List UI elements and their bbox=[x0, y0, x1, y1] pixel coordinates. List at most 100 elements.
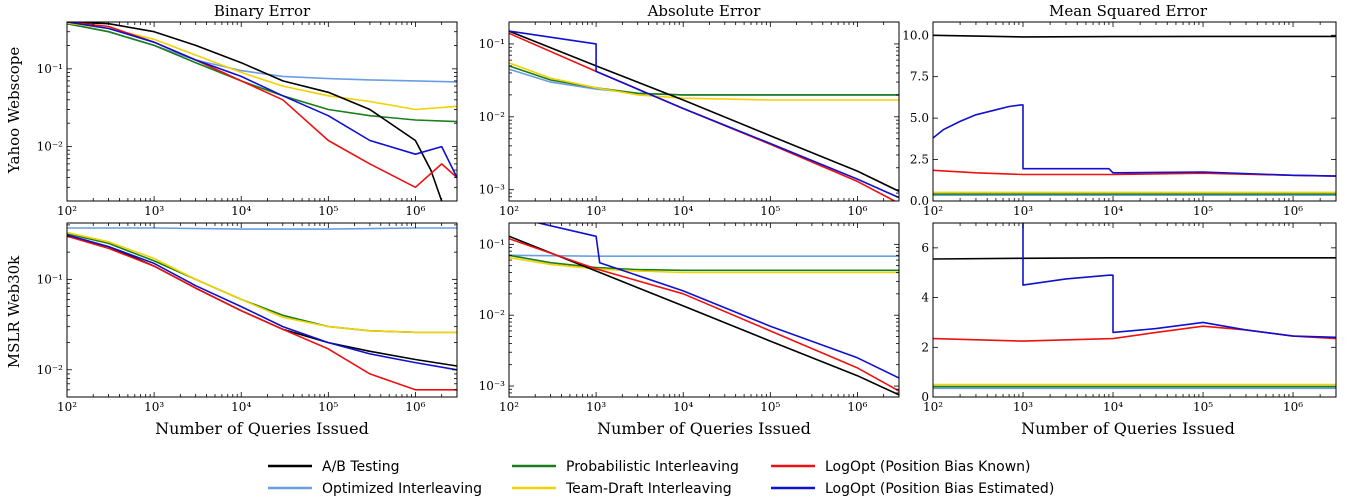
column-title-binary-error: Binary Error bbox=[214, 2, 311, 20]
x-tick-label: 10⁵ bbox=[318, 204, 338, 218]
series-line-ab bbox=[67, 22, 443, 201]
series-line-probabilistic bbox=[509, 65, 899, 96]
y-tick-label: 10⁻² bbox=[37, 140, 64, 154]
series-line-ab bbox=[933, 256, 1336, 260]
series-line-team-draft bbox=[509, 256, 899, 274]
x-tick-label: 10⁶ bbox=[1283, 400, 1303, 414]
series-line-probabilistic bbox=[509, 254, 899, 272]
panel-yahoo-binary: 10² 10³ 10⁴ 10⁵ 10⁶ 10⁻² 10⁻¹ bbox=[37, 21, 458, 218]
y-tick-label: 10⁻² bbox=[37, 363, 64, 377]
x-tick-label: 10² bbox=[923, 400, 943, 414]
panel-mslr-absolute: 10² 10³ 10⁴ 10⁵ 10⁶ 10⁻³ 10⁻² 10⁻¹ bbox=[479, 222, 900, 414]
y-tick-label: 2 bbox=[921, 340, 929, 354]
x-tick-label: 10⁴ bbox=[673, 204, 693, 218]
x-tick-label: 10³ bbox=[1013, 204, 1033, 218]
series-line-team-draft bbox=[67, 231, 457, 334]
y-tick-label: 2.5 bbox=[910, 153, 929, 167]
x-tick-label: 10² bbox=[57, 204, 77, 218]
y-tick-label: 10⁻¹ bbox=[37, 62, 63, 76]
plot-frame bbox=[66, 222, 458, 398]
series-line-logopt-known bbox=[67, 22, 457, 189]
row-label-yahoo-webscope: Yahoo Webscope bbox=[5, 47, 23, 175]
legend-label-ab: A/B Testing bbox=[322, 459, 400, 475]
series-line-logopt-known bbox=[509, 32, 897, 201]
series-line-logopt-estimated bbox=[509, 30, 899, 199]
series-line-logopt-estimated bbox=[67, 234, 457, 371]
series-line-team-draft bbox=[509, 62, 899, 101]
legend-label-logopt-estimated: LogOpt (Position Bias Estimated) bbox=[825, 481, 1054, 497]
plot-frame bbox=[508, 21, 900, 202]
x-tick-label: 10³ bbox=[144, 400, 164, 414]
y-tick-label: 10⁻¹ bbox=[37, 272, 63, 286]
y-tick-label: 0 bbox=[921, 390, 929, 404]
x-tick-label: 10² bbox=[57, 400, 77, 414]
x-tick-label: 10⁵ bbox=[1193, 204, 1213, 218]
x-tick-label: 10³ bbox=[586, 204, 606, 218]
y-tick-label: 10⁻³ bbox=[479, 183, 506, 197]
plot-frame bbox=[932, 21, 1337, 202]
series-line-ab bbox=[509, 235, 899, 396]
y-tick-label: 10⁻¹ bbox=[479, 237, 505, 251]
x-tick-label: 10⁵ bbox=[1193, 400, 1213, 414]
plot-frame bbox=[932, 222, 1337, 398]
x-tick-label: 10⁶ bbox=[405, 400, 425, 414]
panel-mslr-mse: 10² 10³ 10⁴ 10⁵ 10⁶ 0 2 4 6 bbox=[921, 222, 1337, 414]
plot-frame bbox=[508, 222, 900, 398]
x-tick-label: 10⁵ bbox=[760, 400, 780, 414]
y-tick-label: 7.5 bbox=[910, 70, 929, 84]
series-line-logopt-estimated bbox=[933, 104, 1336, 177]
series-group bbox=[509, 223, 899, 396]
column-title-mean-squared-error: Mean Squared Error bbox=[1049, 2, 1208, 20]
legend-label-optimized: Optimized Interleaving bbox=[322, 481, 482, 497]
y-tick-label: 10⁻² bbox=[479, 110, 506, 124]
series-group bbox=[67, 227, 457, 391]
series-group bbox=[509, 30, 899, 201]
x-tick-label: 10⁴ bbox=[231, 400, 251, 414]
series-line-ab bbox=[509, 30, 899, 193]
series-group bbox=[933, 34, 1336, 196]
x-tick-label: 10⁴ bbox=[673, 400, 693, 414]
x-tick-label: 10³ bbox=[144, 204, 164, 218]
y-tick-label: 5.0 bbox=[910, 111, 929, 125]
series-line-optimized bbox=[509, 254, 899, 258]
y-tick-label: 0.0 bbox=[910, 194, 929, 208]
x-axis-label-binary: Number of Queries Issued bbox=[155, 419, 369, 438]
x-tick-label: 10³ bbox=[586, 400, 606, 414]
y-tick-label: 10⁻¹ bbox=[479, 37, 505, 51]
legend-label-logopt-known: LogOpt (Position Bias Known) bbox=[825, 459, 1031, 475]
legend: A/B Testing Optimized Interleaving Proba… bbox=[268, 459, 1054, 497]
series-line-ab bbox=[933, 34, 1336, 38]
series-line-logopt-known bbox=[67, 235, 457, 391]
x-axis-label-mse: Number of Queries Issued bbox=[1021, 419, 1235, 438]
series-group bbox=[67, 22, 457, 201]
plot-frame bbox=[66, 21, 458, 202]
x-tick-label: 10⁴ bbox=[1103, 204, 1123, 218]
y-tick-label: 6 bbox=[921, 241, 929, 255]
x-tick-label: 10⁶ bbox=[1283, 204, 1303, 218]
x-tick-label: 10⁴ bbox=[231, 204, 251, 218]
x-tick-label: 10⁵ bbox=[760, 204, 780, 218]
legend-label-team-draft: Team-Draft Interleaving bbox=[565, 481, 732, 497]
y-tick-label: 10⁻³ bbox=[479, 379, 506, 393]
x-tick-label: 10⁶ bbox=[405, 204, 425, 218]
series-line-team-draft bbox=[67, 22, 457, 111]
series-group bbox=[933, 223, 1336, 390]
series-line-logopt-estimated bbox=[1022, 223, 1336, 339]
panel-yahoo-mse: 10² 10³ 10⁴ 10⁵ 10⁶ 0.0 2.5 5.0 7.5 10.0 bbox=[902, 21, 1337, 218]
row-label-mslr-web30k: MSLR Web30k bbox=[5, 255, 23, 368]
series-line-optimized bbox=[67, 227, 457, 230]
series-line-logopt-estimated bbox=[535, 223, 899, 379]
x-tick-label: 10² bbox=[499, 400, 519, 414]
y-tick-label: 4 bbox=[921, 291, 929, 305]
x-tick-label: 10² bbox=[499, 204, 519, 218]
x-tick-label: 10² bbox=[923, 204, 943, 218]
y-tick-label: 10⁻² bbox=[479, 308, 506, 322]
x-tick-label: 10⁵ bbox=[318, 400, 338, 414]
x-tick-label: 10⁶ bbox=[847, 204, 867, 218]
panel-yahoo-absolute: 10² 10³ 10⁴ 10⁵ 10⁶ 10⁻³ 10⁻² 10⁻¹ bbox=[479, 21, 900, 218]
x-tick-label: 10³ bbox=[1013, 400, 1033, 414]
series-line-logopt-known bbox=[509, 237, 899, 392]
series-line-logopt-estimated bbox=[67, 22, 457, 178]
panel-mslr-binary: 10² 10³ 10⁴ 10⁵ 10⁶ 10⁻² 10⁻¹ bbox=[37, 222, 458, 414]
